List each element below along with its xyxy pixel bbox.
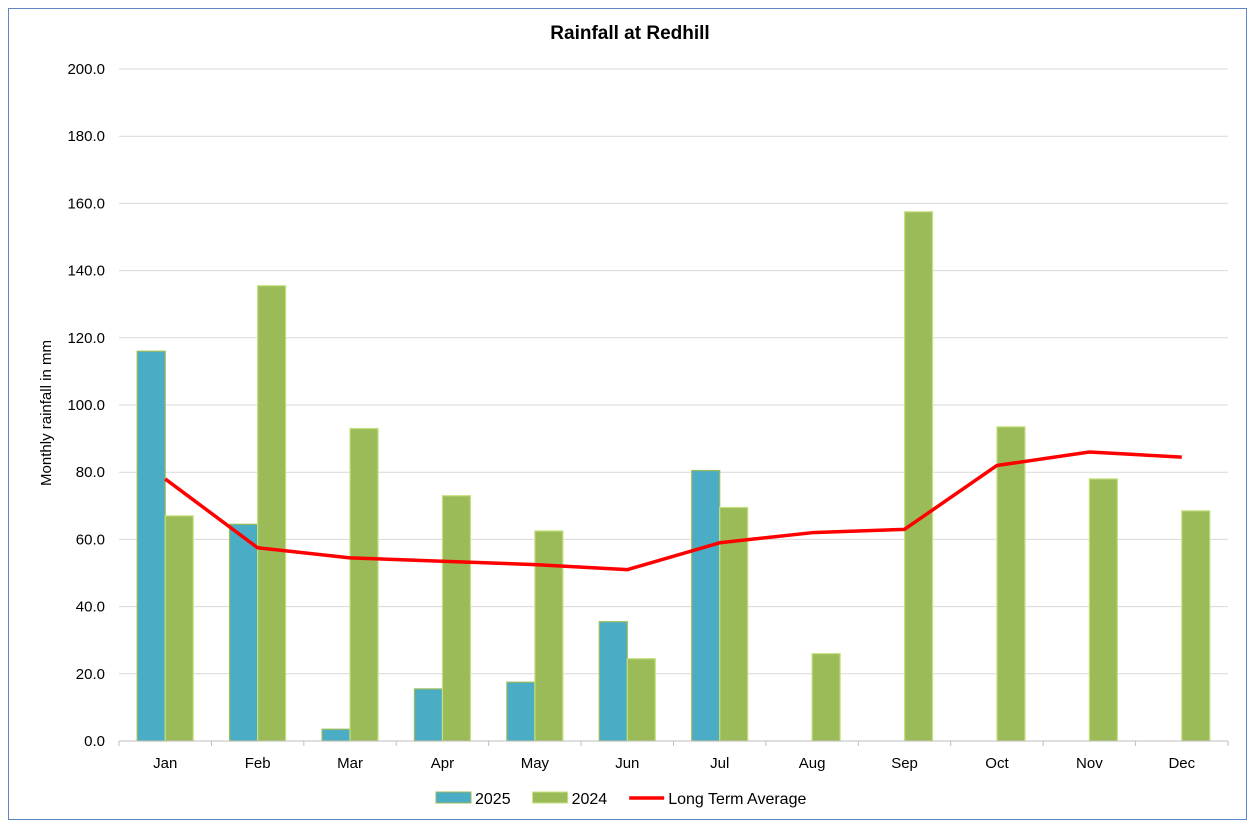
rainfall-chart: Rainfall at Redhill 0.0 20.0 40.0 60.0 80.0 1…: [38, 23, 1229, 808]
y-tick-label: 200.0: [67, 61, 105, 78]
bar-2024-oct: [996, 426, 1026, 742]
y-axis-title: Monthly rainfall in mm: [38, 340, 55, 486]
bar-2024-nov: [1088, 478, 1118, 742]
x-tick-label: Dec: [1168, 755, 1195, 772]
bar-2024-jan: [164, 515, 194, 742]
bar-2025-mar: [321, 728, 351, 742]
y-tick-label: 0.0: [84, 733, 105, 750]
x-tick-label: Apr: [431, 755, 454, 772]
bars: [136, 211, 1211, 742]
bar-2024-apr: [441, 495, 472, 742]
y-tick-label: 60.0: [76, 531, 105, 548]
bar-2024-mar: [349, 427, 379, 742]
x-axis-ticks: Jan Feb Mar Apr May Jun Jul Aug Sep Oct Nov Dec: [118, 741, 1229, 772]
legend: 2025 2024 Long Term Average: [435, 791, 806, 808]
legend-swatch-2024: [532, 791, 569, 804]
bar-2025-may: [506, 681, 536, 742]
bar-2024-aug: [811, 653, 841, 742]
x-tick-label: Aug: [799, 755, 826, 772]
chart-title: Rainfall at Redhill: [550, 23, 709, 44]
bar-2025-jan: [136, 350, 166, 742]
x-tick-label: Jun: [615, 755, 639, 772]
average-line: [164, 450, 1182, 572]
y-tick-label: 160.0: [67, 195, 105, 212]
bar-2024-sep: [903, 211, 934, 742]
y-tick-label: 180.0: [67, 128, 105, 145]
bar-2024-jun: [626, 658, 656, 742]
legend-label-2024: 2024: [572, 791, 608, 808]
x-tick-label: Feb: [245, 755, 271, 772]
y-tick-label: 140.0: [67, 263, 105, 280]
bar-2025-jun: [598, 621, 628, 742]
chart-frame: Rainfall at Redhill 0.0 20.0 40.0 60.0 80.0 1…: [8, 8, 1247, 820]
x-tick-label: Nov: [1076, 755, 1103, 772]
legend-label-long-term-average: Long Term Average: [668, 791, 806, 808]
y-tick-label: 40.0: [76, 599, 105, 616]
bar-2024-dec: [1181, 510, 1211, 742]
line-long-term-average: [164, 450, 1182, 572]
x-tick-label: Jan: [153, 755, 177, 772]
gridlines: [119, 68, 1228, 675]
y-tick-label: 120.0: [67, 330, 105, 347]
legend-label-2025: 2025: [475, 791, 511, 808]
x-tick-label: May: [521, 755, 550, 772]
x-tick-label: Oct: [985, 755, 1009, 772]
bar-2024-jul: [719, 506, 749, 742]
bar-2025-jul: [691, 469, 721, 742]
x-tick-label: Sep: [891, 755, 918, 772]
y-tick-label: 100.0: [67, 397, 105, 414]
bar-2025-apr: [413, 688, 444, 742]
y-tick-label: 80.0: [76, 464, 105, 481]
bar-2025-feb: [229, 523, 259, 742]
bar-2024-feb: [257, 285, 287, 742]
y-axis-ticks: 0.0 20.0 40.0 60.0 80.0 100.0 120.0 140.0 160.0 1…: [67, 61, 105, 750]
legend-swatch-2025: [435, 791, 472, 804]
x-tick-label: Mar: [337, 755, 363, 772]
y-tick-label: 20.0: [76, 666, 105, 683]
bar-2024-may: [534, 530, 564, 742]
x-tick-label: Jul: [710, 755, 729, 772]
